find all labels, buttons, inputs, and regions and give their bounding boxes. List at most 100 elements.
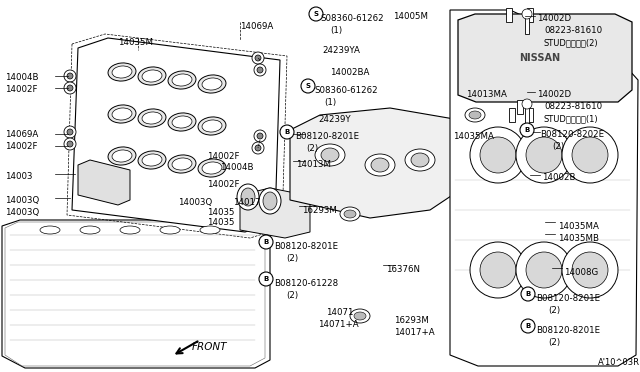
Ellipse shape [202,78,222,90]
Ellipse shape [405,149,435,171]
Text: (2): (2) [306,144,318,153]
Text: B: B [284,129,290,135]
Text: B: B [524,127,530,133]
Polygon shape [240,188,310,238]
Text: 24239YA: 24239YA [322,46,360,55]
Ellipse shape [411,153,429,167]
Text: B08120-8201E: B08120-8201E [536,294,600,303]
Ellipse shape [108,147,136,165]
Polygon shape [525,16,529,34]
Ellipse shape [365,154,395,176]
Text: S08360-61262: S08360-61262 [320,14,383,23]
Text: 14004B: 14004B [5,73,38,82]
Circle shape [526,137,562,173]
Circle shape [67,141,73,147]
Text: B: B [264,276,269,282]
Text: 14002F: 14002F [5,142,38,151]
Polygon shape [450,10,638,366]
Text: 24239Y: 24239Y [318,115,351,124]
Circle shape [562,242,618,298]
Ellipse shape [198,159,226,177]
Text: 14017: 14017 [233,198,260,207]
Text: 14071+A: 14071+A [318,320,358,329]
Text: (2): (2) [552,142,564,151]
Circle shape [252,142,264,154]
Text: 14035: 14035 [207,218,234,227]
Circle shape [480,252,516,288]
Circle shape [516,242,572,298]
Circle shape [309,7,323,21]
Polygon shape [527,8,533,22]
Text: S08360-61262: S08360-61262 [314,86,378,95]
Text: 14002B: 14002B [542,173,575,182]
Circle shape [526,252,562,288]
Circle shape [254,64,266,76]
Text: S: S [305,83,310,89]
Ellipse shape [241,188,255,206]
Ellipse shape [168,113,196,131]
Ellipse shape [112,108,132,120]
Polygon shape [509,108,515,122]
Text: 16376N: 16376N [386,265,420,274]
Circle shape [301,79,315,93]
Text: 14013M: 14013M [296,160,331,169]
Circle shape [259,272,273,286]
Text: (1): (1) [330,26,342,35]
Ellipse shape [340,207,360,221]
Text: 14017+A: 14017+A [394,328,435,337]
Text: (2): (2) [286,254,298,263]
Text: B: B [264,239,269,245]
Ellipse shape [315,144,345,166]
Ellipse shape [142,70,162,82]
Circle shape [257,67,263,73]
Circle shape [470,127,526,183]
Text: 14004B: 14004B [220,163,253,172]
Circle shape [255,55,261,61]
Ellipse shape [160,226,180,234]
Circle shape [562,127,618,183]
Text: FRONT: FRONT [192,342,227,352]
Text: 14035MB: 14035MB [558,234,599,243]
Ellipse shape [202,120,222,132]
Text: 14002F: 14002F [207,152,239,161]
Text: A'10^03R: A'10^03R [598,358,640,367]
Ellipse shape [469,111,481,119]
Circle shape [572,252,608,288]
Text: B08120-8201E: B08120-8201E [536,326,600,335]
Text: B: B [525,291,531,297]
Text: S: S [314,11,319,17]
Ellipse shape [237,184,259,210]
Polygon shape [527,108,533,122]
Polygon shape [525,106,529,124]
Text: B08120-61228: B08120-61228 [274,279,338,288]
Polygon shape [290,108,460,218]
Ellipse shape [172,116,192,128]
Polygon shape [72,38,280,232]
Polygon shape [506,8,512,22]
Text: NISSAN: NISSAN [520,53,561,63]
Text: 14013MA: 14013MA [466,90,507,99]
Text: 16293M: 16293M [302,206,337,215]
Ellipse shape [142,112,162,124]
Text: 08223-81610: 08223-81610 [544,102,602,111]
Circle shape [520,123,534,137]
Ellipse shape [198,117,226,135]
Circle shape [516,127,572,183]
Ellipse shape [344,210,356,218]
Text: 14002D: 14002D [537,14,571,23]
Ellipse shape [138,109,166,127]
Circle shape [255,145,261,151]
Circle shape [470,242,526,298]
Text: B: B [525,323,531,329]
Text: 14002F: 14002F [5,85,38,94]
Circle shape [572,137,608,173]
Text: 16293M: 16293M [394,316,429,325]
Ellipse shape [168,155,196,173]
Circle shape [280,125,294,139]
Text: 14035MA: 14035MA [453,132,494,141]
Polygon shape [458,14,632,102]
Text: 14003: 14003 [5,172,33,181]
Ellipse shape [259,188,281,214]
Circle shape [64,138,76,150]
Ellipse shape [465,108,485,122]
